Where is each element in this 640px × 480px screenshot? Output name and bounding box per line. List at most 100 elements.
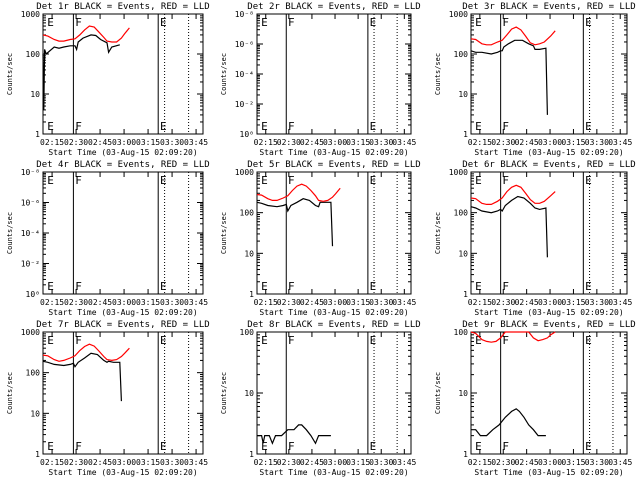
x-tick-label: 03:30: [369, 298, 393, 307]
x-tick-label: 02:30: [491, 458, 515, 467]
event-marker-f: F: [75, 174, 82, 187]
x-tick-label: 03:00: [538, 298, 562, 307]
x-tick-label: 02:15: [468, 138, 492, 147]
y-tick-label: 10: [458, 249, 468, 258]
event-marker-f: F: [288, 334, 295, 347]
y-tick-label: 10⁻⁶: [235, 40, 254, 49]
x-tick-label: 03:45: [608, 298, 632, 307]
event-marker-f: F: [502, 440, 509, 453]
series-lld-line: [470, 331, 556, 343]
event-marker-e: E: [585, 280, 592, 293]
plot-frame: [470, 331, 628, 455]
plot-frame: [470, 171, 628, 295]
series-events-line: [42, 352, 122, 402]
y-tick-label: 1: [463, 130, 468, 139]
event-marker-f: F: [75, 16, 82, 29]
x-tick-label: 03:30: [369, 138, 393, 147]
y-tick-label: 1000: [21, 328, 40, 337]
event-marker-f: F: [288, 120, 295, 133]
series-lld-line: [42, 25, 130, 43]
x-tick-label: 02:45: [300, 458, 324, 467]
y-tick-label: 100: [240, 209, 255, 218]
event-marker-e: E: [370, 280, 377, 293]
y-tick-label: 100: [454, 209, 469, 218]
x-tick-label: 03:00: [323, 298, 347, 307]
x-tick-label: 03:15: [346, 298, 370, 307]
y-tick-label: 100: [26, 369, 41, 378]
y-tick-label: 1: [249, 450, 254, 459]
x-tick-label: 03:15: [561, 298, 585, 307]
x-tick-label: 02:15: [468, 298, 492, 307]
event-marker-f: F: [75, 334, 82, 347]
event-marker-e: E: [261, 174, 268, 187]
x-tick-label: 02:45: [515, 298, 539, 307]
event-marker-e: E: [160, 334, 167, 347]
y-tick-label: 10: [30, 409, 40, 418]
event-marker-e: E: [585, 120, 592, 133]
series-lld-line: [42, 343, 130, 362]
x-tick-label: 03:15: [561, 138, 585, 147]
y-tick-label: 1: [463, 290, 468, 299]
x-tick-label: 03:45: [608, 138, 632, 147]
x-tick-label: 02:30: [491, 138, 515, 147]
series-events-line: [256, 198, 334, 247]
event-marker-e: E: [261, 440, 268, 453]
series-lld-line: [470, 184, 556, 205]
x-tick-label: 03:45: [608, 458, 632, 467]
x-tick-label: 03:00: [112, 458, 136, 467]
event-marker-e: E: [475, 16, 482, 29]
y-tick-label: 10⁰: [240, 130, 254, 139]
x-tick-label: 02:15: [254, 138, 278, 147]
event-marker-e: E: [261, 334, 268, 347]
event-marker-e: E: [47, 280, 54, 293]
series-events-line: [257, 424, 331, 445]
x-tick-label: 03:45: [184, 458, 208, 467]
y-tick-label: 10⁻²: [21, 260, 40, 269]
event-marker-e: E: [475, 174, 482, 187]
y-tick-label: 100: [240, 328, 255, 337]
event-marker-f: F: [288, 16, 295, 29]
x-tick-label: 02:15: [254, 298, 278, 307]
x-tick-label: 02:45: [88, 458, 112, 467]
y-tick-label: 10: [244, 389, 254, 398]
event-marker-e: E: [261, 280, 268, 293]
event-marker-f: F: [502, 280, 509, 293]
x-tick-label: 03:15: [136, 458, 160, 467]
x-tick-label: 02:30: [277, 298, 301, 307]
event-marker-e: E: [475, 280, 482, 293]
y-tick-label: 1: [463, 450, 468, 459]
event-marker-e: E: [47, 334, 54, 347]
event-marker-f: F: [288, 174, 295, 187]
x-tick-label: 02:45: [515, 138, 539, 147]
y-tick-label: 1000: [449, 10, 468, 19]
chart-title: Det 7r BLACK = Events, RED = LLD: [36, 320, 209, 330]
event-marker-f: F: [502, 120, 509, 133]
event-marker-e: E: [47, 120, 54, 133]
chart-title: Det 1r BLACK = Events, RED = LLD: [36, 2, 209, 12]
y-tick-label: 1: [35, 450, 40, 459]
event-marker-f: F: [288, 280, 295, 293]
x-tick-label: 02:45: [88, 298, 112, 307]
event-marker-f: F: [75, 280, 82, 293]
y-tick-label: 10⁻⁸: [21, 168, 40, 177]
chart-title: Det 5r BLACK = Events, RED = LLD: [247, 160, 420, 170]
event-marker-f: F: [502, 174, 509, 187]
x-tick-label: 03:00: [112, 138, 136, 147]
x-axis-label: Start Time (03-Aug-15 02:09:20): [48, 468, 197, 477]
chart-title: Det 2r BLACK = Events, RED = LLD: [247, 2, 420, 12]
event-marker-e: E: [585, 16, 592, 29]
series-events-line: [470, 39, 548, 115]
chart-panel-5: Det 5r BLACK = Events, RED = LLD 02:15 02:…: [220, 160, 421, 317]
x-tick-label: 02:30: [64, 298, 88, 307]
x-tick-label: 03:30: [585, 298, 609, 307]
series-events-line: [42, 34, 120, 110]
event-marker-e: E: [370, 440, 377, 453]
x-tick-label: 02:15: [40, 138, 64, 147]
chart-title: Det 9r BLACK = Events, RED = LLD: [462, 320, 635, 330]
x-tick-label: 03:30: [160, 458, 184, 467]
x-axis-label: Start Time (03-Aug-15 02:09:20): [474, 308, 623, 317]
event-marker-e: E: [47, 16, 54, 29]
x-axis-label: Start Time (03-Aug-15 02:09:20): [48, 308, 197, 317]
